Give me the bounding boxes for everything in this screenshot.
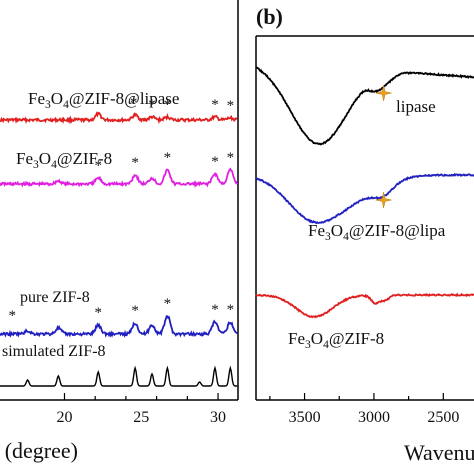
panel-b-label: (b) <box>256 4 283 29</box>
panel-b-x-tick-label: 3500 <box>289 409 321 426</box>
panel-a-peak-marker: * <box>95 158 103 174</box>
panel-a-label-pure-zif8: pure ZIF-8 <box>20 289 90 306</box>
panel-b-x-tick-label: 2500 <box>427 409 459 426</box>
panel-a-x-tick-label: 30 <box>210 409 226 426</box>
panel-a-series-line <box>0 365 238 387</box>
panel-a-series-line <box>0 167 239 189</box>
panel-a-peak-marker: * <box>164 150 172 166</box>
panel-a-peak-marker: * <box>95 305 103 321</box>
panel-b-x-label: Wavenu <box>404 440 474 465</box>
panel-a-peak-marker: * <box>211 97 219 113</box>
panel-b-series-line <box>255 66 474 146</box>
panel-a-peak-marker: * <box>211 154 219 170</box>
panel-a-x-tick-label: 25 <box>133 409 149 426</box>
panel-a-series-line <box>0 111 238 125</box>
panel-b-label-fe3o4-zif8: Fe3O4@ZIF-8 <box>288 329 384 351</box>
panel-a-peak-marker: * <box>211 302 219 318</box>
panel-b-star-marker <box>375 84 392 102</box>
panel-b-label-lipase: lipase <box>396 97 436 116</box>
panel-a-label-fe3o4-zif8-lipase: Fe3O4@ZIF-8@lipase <box>28 89 179 111</box>
panel-b-star-marker <box>375 191 392 209</box>
panel-b-series-line <box>255 172 474 225</box>
panel-a-peak-marker: * <box>164 97 172 113</box>
panel-a-label-fe3o4-zif8: Fe3O4@ZIF-8 <box>16 149 112 171</box>
panel-a-peak-marker: * <box>164 296 172 312</box>
panel-a-peak-marker: * <box>227 150 235 166</box>
panel-a-peak-marker: * <box>227 98 235 114</box>
panel-a-peak-marker: * <box>130 95 138 111</box>
panel-a-peak-marker: * <box>148 97 156 113</box>
panel-a-peak-marker: * <box>131 155 139 171</box>
panel-a-x-label: (degree) <box>5 438 78 463</box>
panel-b-series-line <box>255 292 474 319</box>
panel-a-peak-marker: * <box>227 302 235 318</box>
panel-b: 3500 3000 2500 (b) Wavenu lipase Fe3O4@ZIF-8@l… <box>255 4 474 465</box>
panel-b-label-fe3o4-zif8-lipase: Fe3O4@ZIF-8@lipa <box>308 221 446 243</box>
panel-a-peak-marker: * <box>9 308 17 324</box>
panel-b-x-tick-label: 3000 <box>358 409 390 426</box>
panel-a-peak-marker: * <box>131 303 139 319</box>
panel-a-series-line <box>0 315 238 338</box>
panel-a-x-tick-label: 20 <box>56 409 72 426</box>
panel-a: 20 25 30(degree)* * * * ** * * * ** * * * * *Fe3O4@ZIF-… <box>0 0 239 463</box>
panel-a-label-simulated-zif8: simulated ZIF-8 <box>2 343 106 360</box>
